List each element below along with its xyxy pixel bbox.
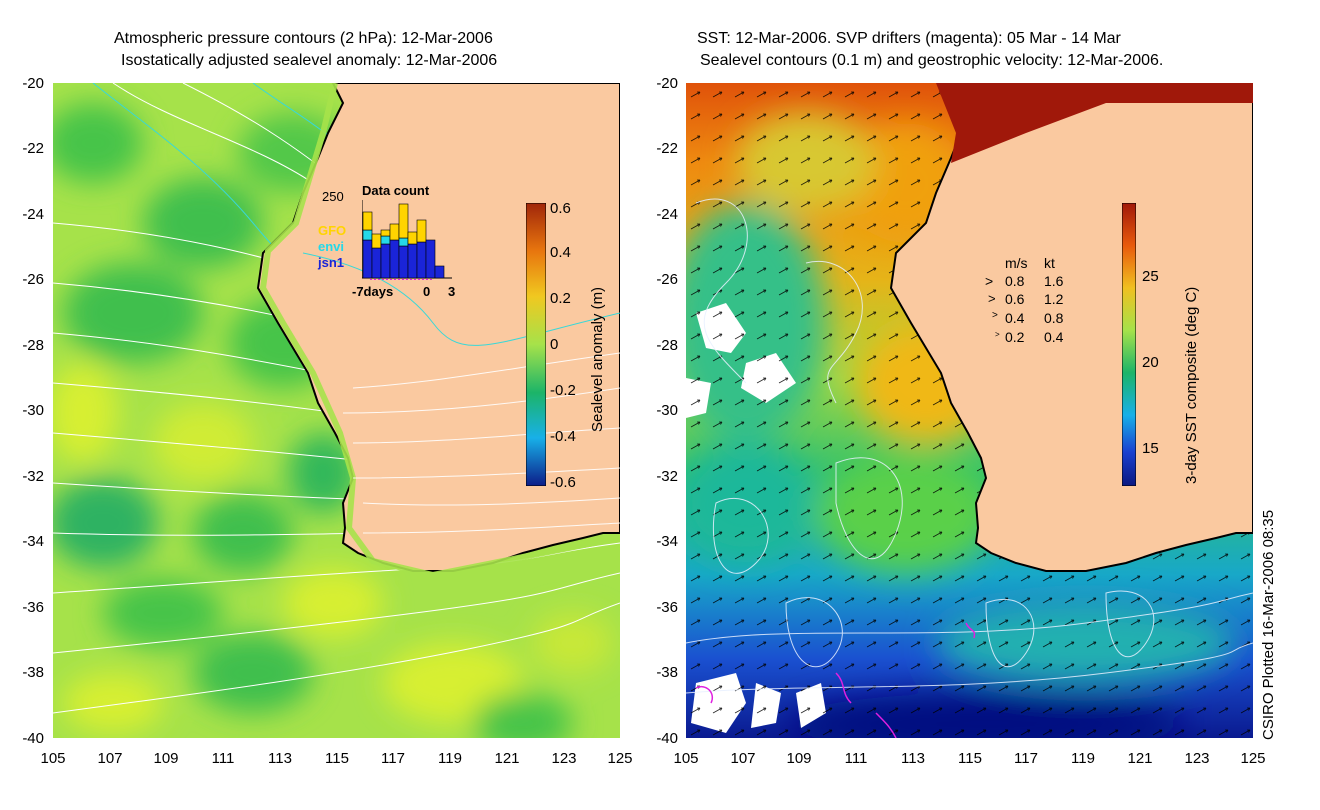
velocity-legend: m/s kt > 0.8 1.6 > 0.6 1.2 > 0.4 0.8 > 0… [985, 255, 1075, 350]
right-ytick: -34 [656, 533, 678, 550]
right-xtick: 113 [901, 750, 925, 767]
right-ytick: -36 [656, 599, 678, 616]
right-xtick: 115 [958, 750, 982, 767]
left-xtick: 113 [268, 750, 292, 767]
left-xtick: 107 [97, 750, 123, 767]
left-cb-tick: -0.2 [550, 382, 576, 399]
land-contours [342, 352, 620, 534]
left-cb-tick: 0 [550, 336, 559, 353]
left-xtick: 115 [325, 750, 349, 767]
left-title-line2: Isostatically adjusted sealevel anomaly:… [121, 52, 498, 69]
left-cb-tick: -0.6 [550, 474, 576, 491]
svp-drifter-tracks [695, 622, 976, 738]
left-cb-tick: 0.6 [550, 200, 571, 217]
legend-arrow-icon: > [985, 273, 994, 289]
left-xtick: 105 [40, 750, 66, 767]
right-xtick: 105 [673, 750, 699, 767]
right-ytick: -22 [656, 140, 678, 157]
inset-xlabel-mid: 0 [423, 284, 431, 299]
left-ytick: -22 [22, 140, 44, 157]
anomaly-blobs [53, 103, 613, 738]
right-map-panel [686, 83, 1253, 738]
left-ytick: -24 [22, 206, 44, 223]
hot-north-coast [936, 83, 1253, 163]
right-cb-tick: 15 [1142, 440, 1159, 457]
left-xtick: 121 [494, 750, 520, 767]
right-xtick: 125 [1240, 750, 1266, 767]
inset-legend-jsn1: jsn1 [318, 255, 345, 270]
legend-row-kt: 1.6 [1044, 273, 1064, 289]
left-colorbar-label: Sealevel anomaly (m) [589, 286, 606, 432]
left-ytick: -20 [22, 75, 44, 92]
right-xtick: 111 [844, 750, 868, 767]
legend-row-kt: 0.8 [1044, 310, 1064, 326]
right-ytick: -32 [656, 468, 678, 485]
right-cb-tick: 25 [1142, 268, 1159, 285]
inset-ymax: 250 [322, 189, 344, 204]
right-colorbar-label: 3-day SST composite (deg C) [1183, 286, 1200, 484]
land-mass-right [889, 83, 1253, 572]
right-cb-tick: 20 [1142, 354, 1159, 371]
right-colorbar [1122, 203, 1136, 486]
legend-row-kt: 1.2 [1044, 291, 1064, 307]
sealevel-contours [686, 198, 1253, 694]
left-ytick: -28 [22, 337, 44, 354]
left-title-line1: Atmospheric pressure contours (2 hPa): 1… [114, 30, 493, 47]
right-ytick: -28 [656, 337, 678, 354]
right-xtick: 121 [1127, 750, 1153, 767]
right-title-line2: Sealevel contours (0.1 m) and geostrophi… [700, 52, 1164, 69]
left-cb-tick: 0.2 [550, 290, 571, 307]
continental-shelf [259, 83, 620, 579]
legend-row-kt: 0.4 [1044, 329, 1064, 345]
right-ytick: -30 [656, 402, 678, 419]
right-ytick: -26 [656, 271, 678, 288]
left-xtick: 117 [381, 750, 405, 767]
right-title-line1: SST: 12-Mar-2006. SVP drifters (magenta)… [697, 30, 1121, 47]
left-xtick: 125 [607, 750, 633, 767]
inset-xlabel-left: -7days [352, 284, 394, 299]
left-ytick: -34 [22, 533, 44, 550]
right-xtick: 123 [1184, 750, 1210, 767]
inset-xlabel-right: 3 [448, 284, 456, 299]
right-ytick: -40 [656, 730, 678, 747]
right-xtick: 119 [1071, 750, 1095, 767]
legend-row-ms: 0.8 [1005, 273, 1025, 289]
legend-arrow-icon: > [995, 330, 1000, 339]
legend-row-ms: 0.4 [1005, 310, 1025, 326]
left-ytick: -36 [22, 599, 44, 616]
left-ytick: -26 [22, 271, 44, 288]
left-xtick: 123 [551, 750, 577, 767]
legend-header-ms: m/s [1005, 255, 1028, 271]
left-ytick: -40 [22, 730, 44, 747]
inset-legend-gfo: GFO [318, 223, 347, 238]
right-ytick: -20 [656, 75, 678, 92]
legend-arrow-icon: > [988, 291, 996, 306]
left-cb-tick: 0.4 [550, 244, 571, 261]
plot-credit: CSIRO Plotted 16-Mar-2006 08:35 [1260, 509, 1277, 740]
left-ytick: -32 [22, 468, 44, 485]
left-xtick: 109 [153, 750, 179, 767]
inset-legend-envi: envi [318, 239, 345, 254]
legend-row-ms: 0.2 [1005, 329, 1025, 345]
left-colorbar [526, 203, 546, 486]
right-xtick: 107 [730, 750, 756, 767]
inset-bars [362, 200, 452, 280]
left-ytick: -38 [22, 664, 44, 681]
right-xtick: 109 [786, 750, 812, 767]
right-ytick: -24 [656, 206, 678, 223]
left-cb-tick: -0.4 [550, 428, 576, 445]
inset-title: Data count [362, 183, 430, 198]
legend-header-kt: kt [1044, 255, 1055, 271]
legend-arrow-icon: > [992, 310, 998, 321]
data-count-inset: Data count 250 GFO envi jsn1 -7days 0 3 [310, 180, 470, 305]
sst-map [686, 83, 1253, 738]
right-ytick: -38 [656, 664, 678, 681]
right-xtick: 117 [1014, 750, 1038, 767]
left-ytick: -30 [22, 402, 44, 419]
left-xtick: 119 [438, 750, 462, 767]
legend-row-ms: 0.6 [1005, 291, 1025, 307]
left-xtick: 111 [211, 750, 235, 767]
